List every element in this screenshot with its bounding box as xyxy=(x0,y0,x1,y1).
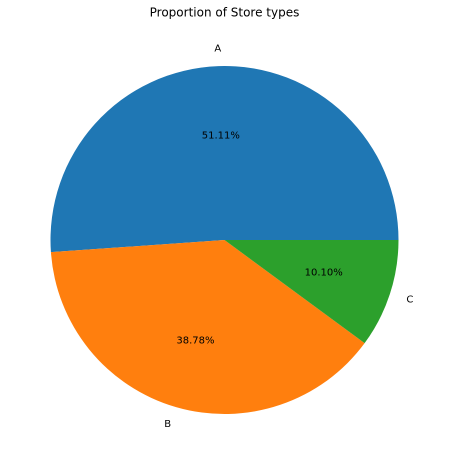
pie-slice xyxy=(50,65,399,253)
chart-title: Proportion of Store types xyxy=(150,6,300,20)
value-label: 51.11% xyxy=(202,131,240,142)
value-label: 38.78% xyxy=(176,335,214,346)
pie-slice xyxy=(224,240,399,344)
value-label: 10.10% xyxy=(305,268,343,279)
category-label: B xyxy=(164,419,171,430)
category-label: C xyxy=(406,295,413,306)
pie-slice xyxy=(50,240,365,415)
category-label: A xyxy=(214,44,221,55)
